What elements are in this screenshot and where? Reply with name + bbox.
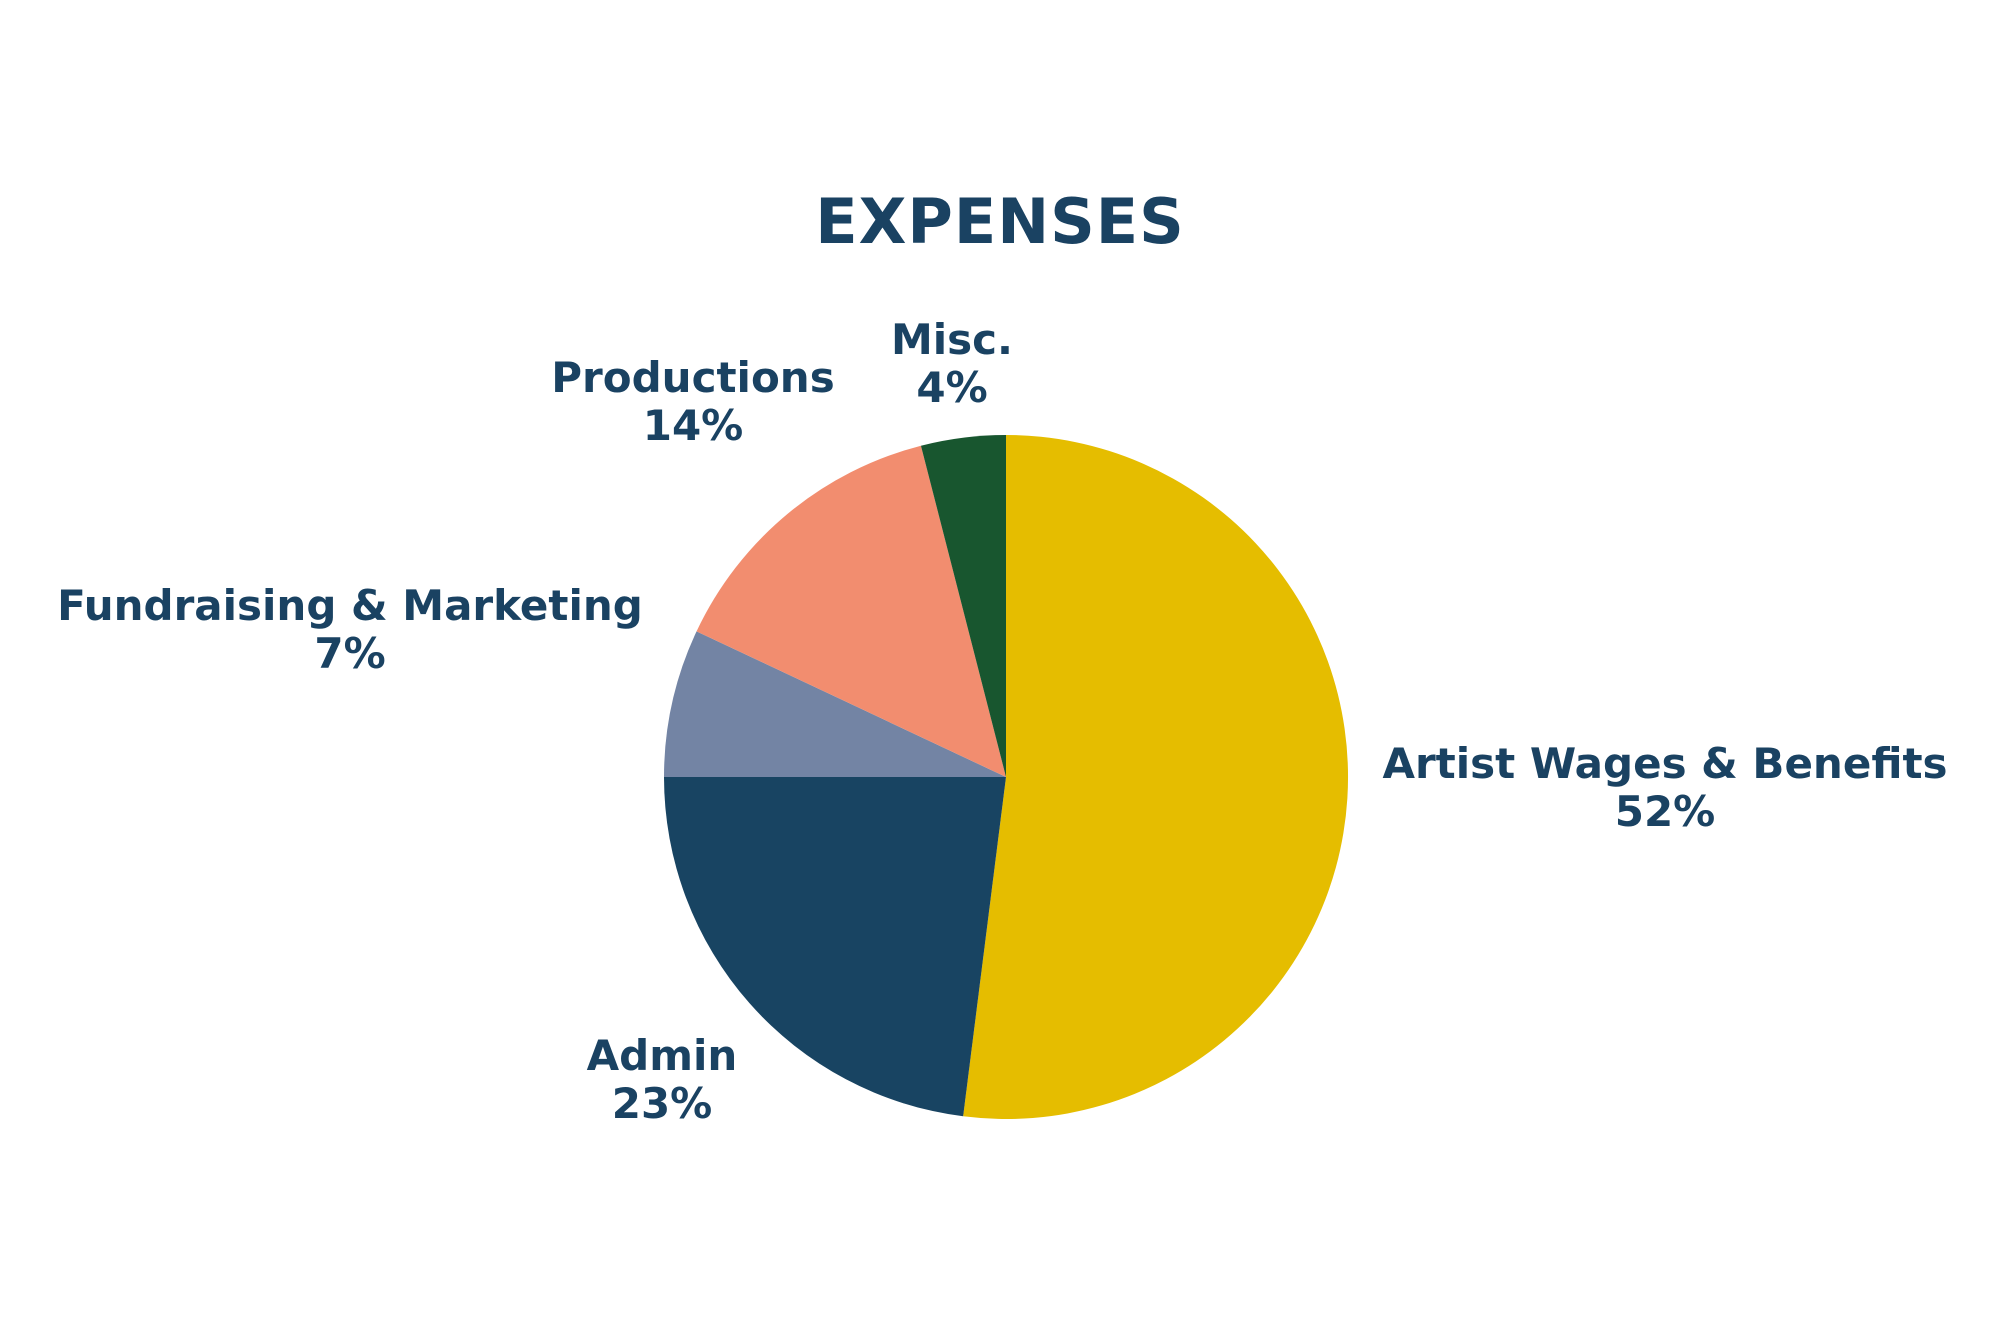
- chart-title: EXPENSES: [815, 185, 1185, 258]
- slice-label-admin: Admin: [587, 1031, 738, 1080]
- pie-slice-fundraising-marketing: [664, 631, 1006, 777]
- slice-value-artist-wages-benefits: 52%: [1615, 787, 1716, 836]
- pie-slice-productions: [696, 445, 1006, 777]
- slice-label-productions: Productions: [551, 353, 834, 402]
- slice-label-misc: Misc.: [891, 315, 1013, 364]
- slice-label-fundraising-marketing: Fundraising & Marketing: [57, 581, 643, 630]
- pie-slice-admin: [664, 777, 1006, 1117]
- slice-value-misc: 4%: [916, 363, 987, 412]
- pie-slice-artist-wages-benefits: [963, 435, 1349, 1119]
- slice-label-artist-wages-benefits: Artist Wages & Benefits: [1382, 739, 1947, 788]
- slice-value-admin: 23%: [612, 1079, 713, 1128]
- pie-slice-misc: [920, 435, 1006, 777]
- slice-value-productions: 14%: [643, 401, 744, 450]
- slice-value-fundraising-marketing: 7%: [314, 629, 385, 678]
